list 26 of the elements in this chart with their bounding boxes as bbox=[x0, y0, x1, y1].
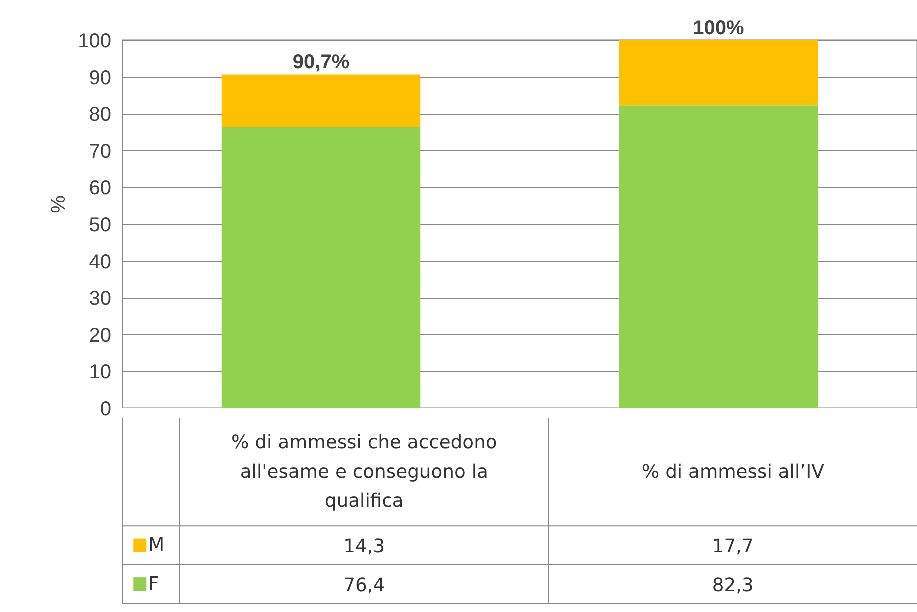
y-tick-label: 40 bbox=[89, 251, 112, 274]
data-label: 14,3 bbox=[344, 536, 386, 558]
y-tick-label: 10 bbox=[89, 362, 112, 384]
bar bbox=[619, 40, 818, 106]
total-label: 100% bbox=[693, 18, 745, 40]
legend-label: M bbox=[148, 535, 165, 556]
y-tick-label: 20 bbox=[89, 324, 112, 347]
y-tick-label: 60 bbox=[89, 178, 112, 200]
bar bbox=[222, 127, 421, 408]
data-label: 17,7 bbox=[712, 536, 754, 558]
y-tick-label: 80 bbox=[89, 104, 112, 126]
x-tick-label: % di ammessi che accedono all'esame e conseguono la qualifica bbox=[231, 432, 498, 512]
y-axis-title: % bbox=[48, 195, 70, 214]
y-tick-label: 0 bbox=[100, 398, 112, 420]
legend-label: F bbox=[148, 574, 160, 595]
y-tick-label: 100 bbox=[78, 30, 112, 52]
total-label: 90,7% bbox=[292, 52, 350, 74]
data-label: 82,3 bbox=[712, 575, 754, 596]
y-tick-label: 90 bbox=[89, 67, 112, 90]
data-label: 76,4 bbox=[344, 575, 386, 596]
bar bbox=[222, 74, 421, 128]
y-tick-label: 50 bbox=[89, 214, 112, 236]
x-tick-label: % di ammessi all’IV bbox=[642, 462, 825, 483]
bar bbox=[619, 106, 818, 408]
y-tick-label: 70 bbox=[89, 140, 112, 163]
y-tick-label: 30 bbox=[89, 288, 112, 310]
